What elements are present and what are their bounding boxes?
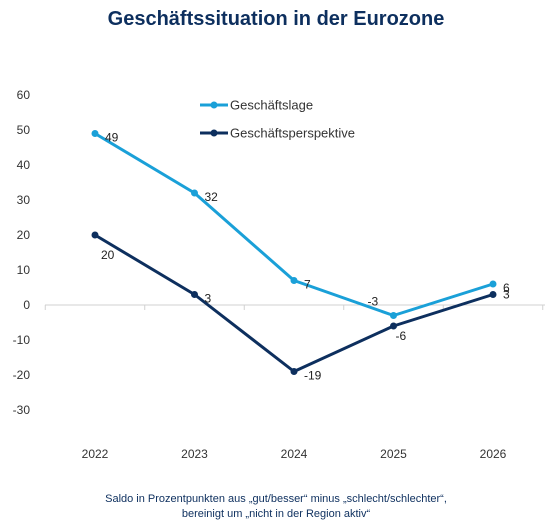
series-1: 49 32 7 -3 6 [91, 130, 510, 319]
series-2: 20 3 -19 -6 3 [91, 231, 510, 383]
x-tick-label: 2025 [380, 447, 407, 461]
data-point [489, 291, 497, 298]
data-point [489, 280, 497, 288]
data-label: 3 [503, 288, 510, 302]
data-label: -6 [396, 329, 407, 343]
y-axis: -30 -20 -10 0 10 20 30 40 50 60 [13, 88, 31, 417]
y-tick-label: 10 [17, 263, 31, 277]
data-label: 3 [205, 292, 212, 306]
data-point [290, 277, 298, 284]
series-line [93, 132, 495, 317]
legend-label: Geschäftsperspektive [230, 126, 355, 141]
series-layer: 49 32 7 -3 6 20 3 -19 -6 3 [91, 130, 510, 383]
data-point [390, 312, 397, 319]
data-point [191, 291, 198, 298]
legend-marker [210, 129, 218, 137]
footnote-line-2: bereinigt um „nicht in der Region aktiv“ [181, 508, 371, 520]
y-tick-label: 30 [17, 193, 31, 207]
legend-marker [210, 101, 218, 109]
x-tick-label: 2026 [480, 447, 507, 461]
legend-label: Geschäftslage [230, 98, 313, 113]
data-label: 32 [205, 190, 219, 204]
y-tick-label: -10 [13, 333, 31, 347]
y-tick-label: -30 [13, 403, 31, 417]
data-label: -19 [304, 369, 322, 383]
legend: Geschäftslage Geschäftsperspektive [200, 98, 355, 141]
y-tick-label: 60 [17, 88, 31, 102]
chart-title: Geschäftssituation in der Eurozone [107, 8, 445, 30]
data-point [91, 130, 99, 137]
y-tick-label: 20 [17, 228, 31, 242]
data-point [191, 189, 198, 197]
data-label: 7 [304, 278, 311, 292]
data-point [91, 231, 99, 239]
x-tick-label: 2022 [82, 447, 109, 461]
x-tick-label: 2023 [181, 447, 208, 461]
y-tick-label: 40 [17, 158, 31, 172]
data-point [390, 322, 397, 330]
x-tick-label: 2024 [281, 447, 308, 461]
y-tick-label: 0 [23, 298, 30, 312]
data-label: 6 [503, 281, 510, 295]
data-point [290, 368, 298, 375]
data-label: -3 [368, 295, 379, 309]
data-label: 49 [105, 131, 119, 145]
y-tick-label: -20 [13, 368, 31, 382]
data-label: 20 [101, 248, 115, 262]
footnote: Saldo in Prozentpunkten aus „gut/besser“… [0, 492, 552, 522]
x-axis: 2022 2023 2024 2025 2026 [44, 304, 545, 461]
footnote-line-1: Saldo in Prozentpunkten aus „gut/besser“… [105, 493, 447, 505]
y-tick-label: 50 [17, 123, 31, 137]
